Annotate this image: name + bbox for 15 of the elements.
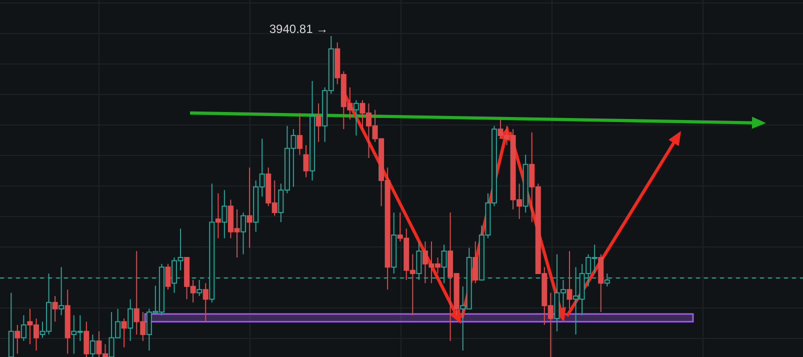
- candlestick: [202, 282, 208, 322]
- candlestick: [14, 324, 20, 354]
- candlestick: [246, 167, 252, 248]
- candlestick: [196, 279, 202, 297]
- candlestick: [566, 250, 572, 310]
- candlestick: [52, 296, 58, 322]
- candlestick: [296, 112, 302, 156]
- candlestick: [165, 263, 171, 290]
- candlestick: [121, 318, 127, 348]
- candlestick: [84, 321, 90, 357]
- annotation: 3940.81 →: [269, 22, 328, 36]
- candlestick: [303, 144, 309, 178]
- candlestick: [472, 240, 478, 284]
- candlestick: [316, 102, 322, 142]
- candlestick: [215, 192, 221, 239]
